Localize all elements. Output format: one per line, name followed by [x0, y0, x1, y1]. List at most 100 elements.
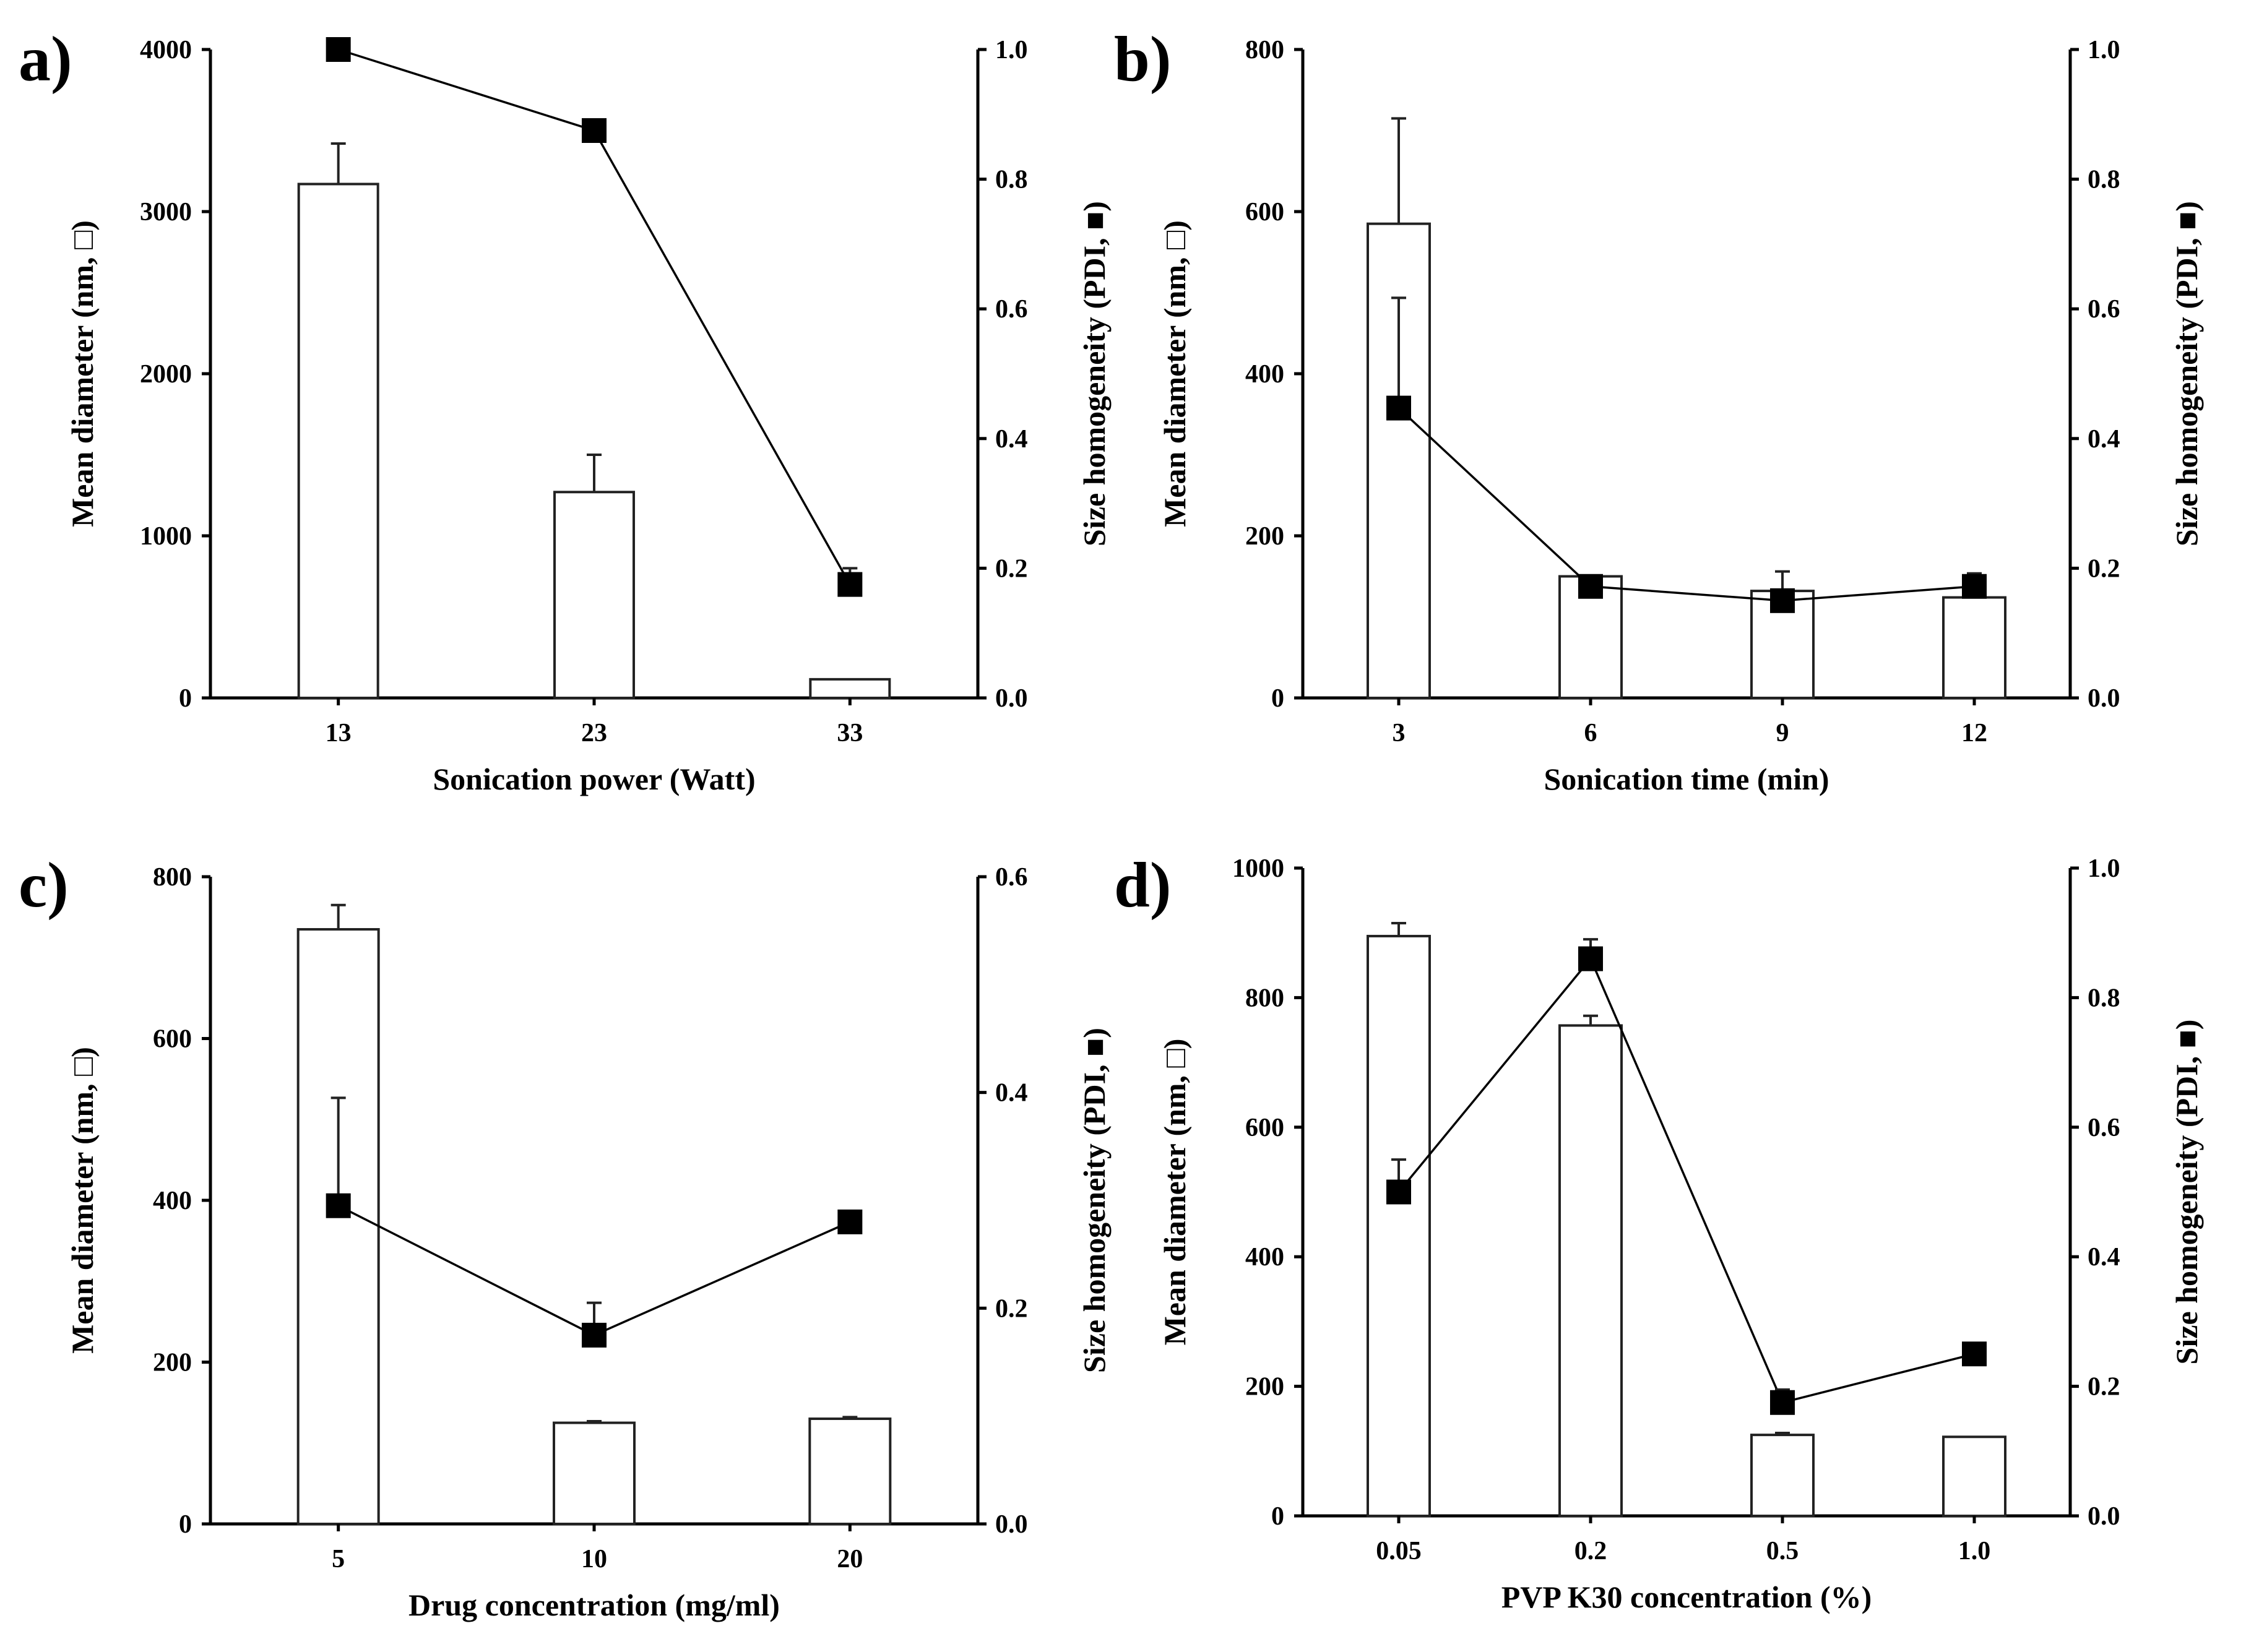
x-tick-label: 6 [1584, 719, 1597, 747]
left-tick-label: 800 [1245, 984, 1284, 1012]
pdi-point[interactable] [326, 1193, 351, 1218]
left-tick-label: 1000 [140, 522, 192, 551]
panel-letter: a) [19, 24, 72, 95]
x-tick-label: 13 [326, 719, 352, 747]
left-tick-label: 200 [153, 1349, 192, 1377]
right-tick-label: 0.2 [995, 1294, 1028, 1323]
right-tick-label: 0.0 [995, 1510, 1028, 1539]
pdi-point[interactable] [1386, 1179, 1411, 1205]
right-tick-label: 0.4 [995, 425, 1028, 454]
pdi-point[interactable] [837, 572, 863, 597]
x-tick-label: 1.0 [1958, 1537, 1991, 1565]
pdi-point[interactable] [1962, 574, 1987, 599]
x-axis-title: Drug concentration (mg/ml) [408, 1588, 780, 1622]
pdi-point[interactable] [837, 1209, 863, 1234]
panel-b: b) 0 200 400 600 800 0.0 0.2 0.4 0.6 0.8 1.0 3 6 9 12 So… [1114, 24, 2204, 796]
bar[interactable] [1367, 222, 1431, 699]
panel-letter: d) [1114, 850, 1171, 921]
bar[interactable] [1367, 934, 1431, 1518]
bar[interactable] [553, 491, 635, 699]
right-tick-label: 0.2 [2088, 1373, 2120, 1401]
x-tick-label: 10 [581, 1545, 607, 1573]
x-axis-title: Sonication time (min) [1544, 762, 1829, 796]
pdi-point[interactable] [582, 118, 607, 143]
right-y-axis-title: Size homogeneity (PDI, ■) [2169, 201, 2204, 546]
bar[interactable] [809, 678, 891, 699]
x-tick-label: 9 [1776, 719, 1789, 747]
bar[interactable] [553, 1421, 636, 1525]
pdi-point[interactable] [1578, 946, 1603, 971]
right-tick-label: 0.0 [995, 684, 1028, 713]
pdi-series-line [1397, 407, 1975, 602]
left-tick-label: 2000 [140, 360, 192, 389]
right-y-axis-title: Size homogeneity (PDI, ■) [2169, 1020, 2204, 1365]
left-y-axis-title: Mean diameter (nm, □) [1157, 220, 1192, 527]
left-tick-label: 400 [1245, 1243, 1284, 1271]
right-tick-label: 0.8 [2088, 166, 2120, 194]
left-tick-label: 4000 [140, 36, 192, 64]
pdi-point[interactable] [326, 37, 351, 62]
right-y-axis-title: Size homogeneity (PDI, ■) [1077, 201, 1112, 546]
x-tick-label: 20 [837, 1545, 863, 1573]
left-tick-label: 600 [1245, 1114, 1284, 1142]
left-tick-label: 600 [1245, 198, 1284, 226]
pdi-point[interactable] [1578, 574, 1603, 599]
panel-c: c) 0 200 400 600 800 0.0 0.2 0.4 0.6 5 10 20 Drug con… [19, 850, 1112, 1622]
right-y-axis-title: Size homogeneity (PDI, ■) [1077, 1028, 1112, 1373]
pdi-point[interactable] [1386, 395, 1411, 421]
right-tick-label: 0.0 [2088, 684, 2120, 713]
left-tick-label: 0 [1271, 1502, 1284, 1531]
panel-letter: b) [1114, 24, 1171, 95]
x-tick-label: 12 [1961, 719, 1987, 747]
pdi-series-line [1397, 957, 1975, 1404]
left-tick-label: 200 [1245, 1373, 1284, 1401]
x-tick-label: 5 [332, 1545, 345, 1573]
left-y-axis-title: Mean diameter (nm, □) [65, 1047, 100, 1354]
left-y-axis-title: Mean diameter (nm, □) [65, 220, 100, 527]
panel-letter: c) [19, 850, 69, 921]
right-tick-label: 0.2 [2088, 554, 2120, 583]
left-tick-label: 3000 [140, 198, 192, 226]
right-tick-label: 0.4 [2088, 425, 2120, 454]
right-tick-label: 1.0 [2088, 854, 2120, 883]
right-tick-label: 0.6 [995, 295, 1028, 324]
left-tick-label: 0 [179, 1510, 192, 1539]
bar[interactable] [297, 183, 379, 699]
right-tick-label: 1.0 [2088, 36, 2120, 64]
left-tick-label: 200 [1245, 522, 1284, 551]
right-tick-label: 0.4 [995, 1079, 1028, 1108]
bar[interactable] [1942, 1435, 2006, 1518]
right-tick-label: 0.2 [995, 554, 1028, 583]
right-tick-label: 0.0 [2088, 1502, 2120, 1531]
left-tick-label: 0 [179, 684, 192, 713]
x-axis-title: PVP K30 concentration (%) [1501, 1580, 1872, 1614]
x-tick-label: 33 [837, 719, 863, 747]
panel-a: a) 0 1000 2000 3000 4000 0.0 0.2 0.4 0.6 0.8 1.0 13 2… [19, 24, 1112, 796]
x-tick-label: 0.2 [1574, 1537, 1607, 1565]
x-tick-label: 0.5 [1766, 1537, 1799, 1565]
right-tick-label: 0.8 [995, 166, 1028, 194]
bar[interactable] [1942, 596, 2006, 699]
x-tick-label: 0.05 [1376, 1537, 1422, 1565]
pdi-point[interactable] [1770, 1390, 1795, 1415]
bar[interactable] [808, 1418, 892, 1525]
bar[interactable] [1750, 1434, 1815, 1517]
panel-d: d) 0 200 400 600 800 1000 0.0 0.2 0.4 0.6 0.8 1.0 0.0… [1114, 850, 2204, 1614]
right-tick-label: 1.0 [995, 36, 1028, 64]
bar[interactable] [1558, 1024, 1623, 1517]
pdi-point[interactable] [1962, 1341, 1987, 1367]
left-tick-label: 400 [153, 1187, 192, 1215]
right-tick-label: 0.4 [2088, 1243, 2120, 1271]
left-tick-label: 400 [1245, 360, 1284, 389]
x-tick-label: 23 [581, 719, 607, 747]
pdi-point[interactable] [582, 1322, 607, 1348]
left-tick-label: 800 [153, 863, 192, 892]
left-tick-label: 1000 [1232, 854, 1284, 883]
x-axis-title: Sonication power (Watt) [433, 762, 755, 796]
left-tick-label: 0 [1271, 684, 1284, 713]
pdi-point[interactable] [1770, 588, 1795, 613]
right-tick-label: 0.6 [995, 863, 1028, 892]
left-tick-label: 800 [1245, 36, 1284, 64]
bar[interactable] [296, 927, 380, 1526]
